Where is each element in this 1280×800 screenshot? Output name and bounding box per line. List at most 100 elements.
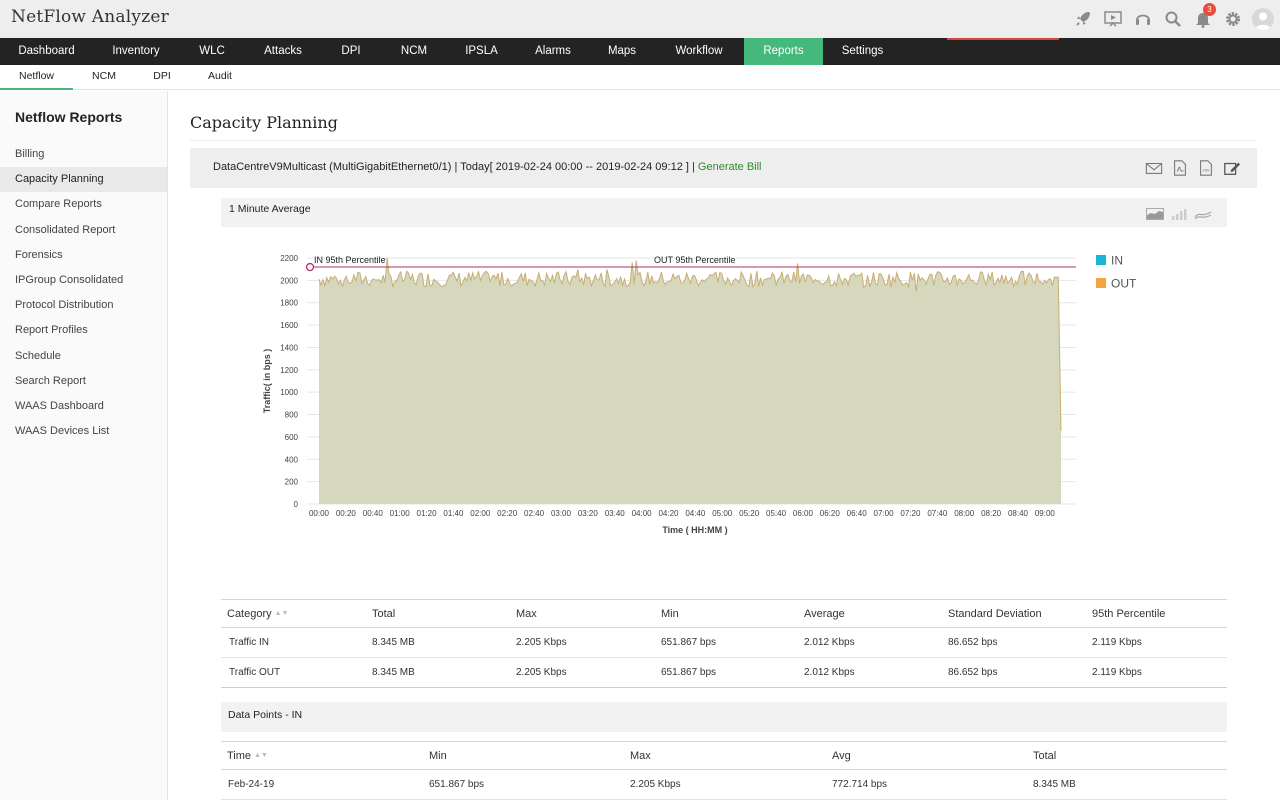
svg-text:csv: csv — [1203, 168, 1211, 173]
subnav-audit[interactable]: Audit — [208, 70, 232, 82]
sidebar-item-compare-reports[interactable]: Compare Reports — [15, 198, 102, 211]
sidebar-item-schedule[interactable]: Schedule — [15, 349, 61, 362]
sidebar-item-search-report[interactable]: Search Report — [15, 374, 86, 387]
nav-reports[interactable]: Reports — [744, 38, 823, 65]
col-average: Average — [804, 607, 845, 620]
data-points-table: Time ▲▼ Min Max Avg Total Feb-24-19 651.8… — [221, 741, 1227, 800]
csv-icon[interactable]: csv — [1193, 159, 1219, 177]
sidebar-item-billing[interactable]: Billing — [15, 148, 45, 160]
generate-bill-link[interactable]: Generate Bill — [697, 161, 762, 173]
headset-icon[interactable] — [1128, 6, 1158, 32]
gear-icon[interactable] — [1218, 6, 1248, 32]
y-tick-label: 2000 — [280, 276, 298, 285]
presentation-icon[interactable] — [1098, 6, 1128, 32]
x-tick-label: 00:00 — [309, 509, 330, 518]
x-tick-label: 07:40 — [927, 509, 948, 518]
nav-dashboard[interactable]: Dashboard — [18, 45, 75, 57]
cell-average: 2.012 Kbps — [804, 637, 855, 648]
subnav-dpi[interactable]: DPI — [153, 70, 171, 82]
x-tick-label: 06:00 — [793, 509, 814, 518]
y-tick-label: 0 — [294, 500, 299, 509]
title-divider — [190, 140, 1256, 141]
x-tick-label: 08:00 — [954, 509, 975, 518]
sidebar-item-waas-dashboard[interactable]: WAAS Dashboard — [15, 399, 104, 412]
col-95th-percentile: 95th Percentile — [1092, 607, 1166, 620]
sidebar-item-report-profiles[interactable]: Report Profiles — [15, 324, 88, 337]
nav-wlc[interactable]: WLC — [199, 45, 225, 57]
nav-ipsla[interactable]: IPSLA — [465, 45, 498, 57]
sidebar-list: Billing Capacity Planning Compare Report… — [0, 142, 167, 444]
sidebar-item-capacity-planning[interactable]: Capacity Planning — [0, 167, 167, 193]
y-tick-label: 1200 — [280, 366, 298, 375]
cell-category: Traffic OUT — [229, 667, 281, 678]
col-standard-deviation: Standard Deviation — [948, 607, 1042, 620]
nav-maps[interactable]: Maps — [607, 45, 637, 57]
col-total: Total — [372, 607, 396, 620]
notification-badge: 3 — [1203, 3, 1216, 16]
nav-attacks[interactable]: Attacks — [264, 45, 302, 57]
x-tick-label: 03:20 — [578, 509, 599, 518]
cell-std-dev: 86.652 bps — [948, 637, 998, 648]
bar-chart-icon[interactable] — [1167, 207, 1191, 221]
cell-max: 2.205 Kbps — [516, 637, 567, 648]
y-tick-label: 2200 — [280, 254, 298, 263]
sort-icon: ▲▼ — [274, 610, 289, 617]
x-axis-label: Time ( HH:MM ) — [662, 525, 727, 535]
cell-max: 2.205 Kbps — [630, 779, 681, 790]
nav-dpi[interactable]: DPI — [341, 45, 361, 57]
notifications-bell-icon[interactable]: 3 — [1188, 3, 1218, 32]
app-title: NetFlow Analyzer — [11, 7, 169, 27]
nav-ncm[interactable]: NCM — [400, 45, 428, 57]
email-icon[interactable] — [1141, 159, 1167, 177]
sidebar-item-consolidated-report[interactable]: Consolidated Report — [15, 223, 116, 236]
chart-header: 1 Minute Average — [221, 198, 1227, 227]
y-tick-label: 1800 — [280, 299, 298, 308]
legend-label-in: IN — [1111, 254, 1123, 268]
x-tick-label: 01:20 — [417, 509, 438, 518]
cell-95th: 2.119 Kbps — [1092, 667, 1142, 678]
subnav-netflow[interactable]: Netflow — [0, 65, 73, 90]
report-info: DataCentreV9Multicast (MultiGigabitEther… — [213, 161, 762, 173]
area-chart-icon[interactable] — [1143, 207, 1167, 221]
annotation-out-95th: OUT 95th Percentile — [654, 255, 735, 265]
col-min: Min — [429, 749, 447, 762]
pdf-icon[interactable] — [1167, 159, 1193, 177]
cell-category: Traffic IN — [229, 637, 270, 648]
report-info-text: DataCentreV9Multicast (MultiGigabitEther… — [213, 161, 698, 173]
nav-settings[interactable]: Settings — [841, 45, 884, 57]
report-info-bar: DataCentreV9Multicast (MultiGigabitEther… — [190, 148, 1257, 188]
cell-min: 651.867 bps — [429, 779, 485, 790]
line-chart-icon[interactable] — [1191, 207, 1215, 221]
col-max: Max — [630, 749, 651, 762]
y-tick-label: 800 — [285, 411, 299, 420]
sidebar-item-waas-devices-list[interactable]: WAAS Devices List — [15, 425, 110, 438]
data-points-table-header: Time ▲▼ Min Max Avg Total — [221, 741, 1227, 770]
chart-type-icons — [1143, 207, 1215, 221]
col-category[interactable]: Category ▲▼ — [227, 600, 289, 627]
x-tick-label: 00:20 — [336, 509, 357, 518]
data-points-header: Data Points - IN — [221, 702, 1227, 732]
nav-accent-line — [947, 38, 1059, 40]
edit-icon[interactable] — [1219, 159, 1245, 177]
col-time[interactable]: Time ▲▼ — [227, 742, 268, 769]
sidebar-item-ipgroup-consolidated[interactable]: IPGroup Consolidated — [15, 273, 124, 286]
nav-workflow[interactable]: Workflow — [675, 45, 723, 57]
search-icon[interactable] — [1158, 6, 1188, 32]
series-area-in — [319, 258, 1061, 504]
sidebar-item-forensics[interactable]: Forensics — [15, 248, 63, 261]
sidebar-item-protocol-distribution[interactable]: Protocol Distribution — [15, 299, 114, 312]
sort-icon: ▲▼ — [254, 752, 268, 759]
avatar[interactable] — [1252, 8, 1274, 30]
rocket-icon[interactable] — [1068, 6, 1098, 32]
x-tick-label: 05:20 — [739, 509, 760, 518]
nav-alarms[interactable]: Alarms — [535, 45, 571, 57]
sidebar-title: Netflow Reports — [15, 109, 123, 125]
nav-inventory[interactable]: Inventory — [112, 45, 160, 57]
data-points-title: Data Points - IN — [228, 709, 303, 721]
cell-95th: 2.119 Kbps — [1092, 637, 1142, 648]
sub-nav: Netflow NCM DPI Audit — [0, 65, 1280, 90]
x-tick-label: 02:00 — [470, 509, 491, 518]
header-icons: 3 — [1068, 3, 1274, 32]
subnav-ncm[interactable]: NCM — [92, 70, 116, 82]
top-header: NetFlow Analyzer 3 — [0, 0, 1280, 38]
